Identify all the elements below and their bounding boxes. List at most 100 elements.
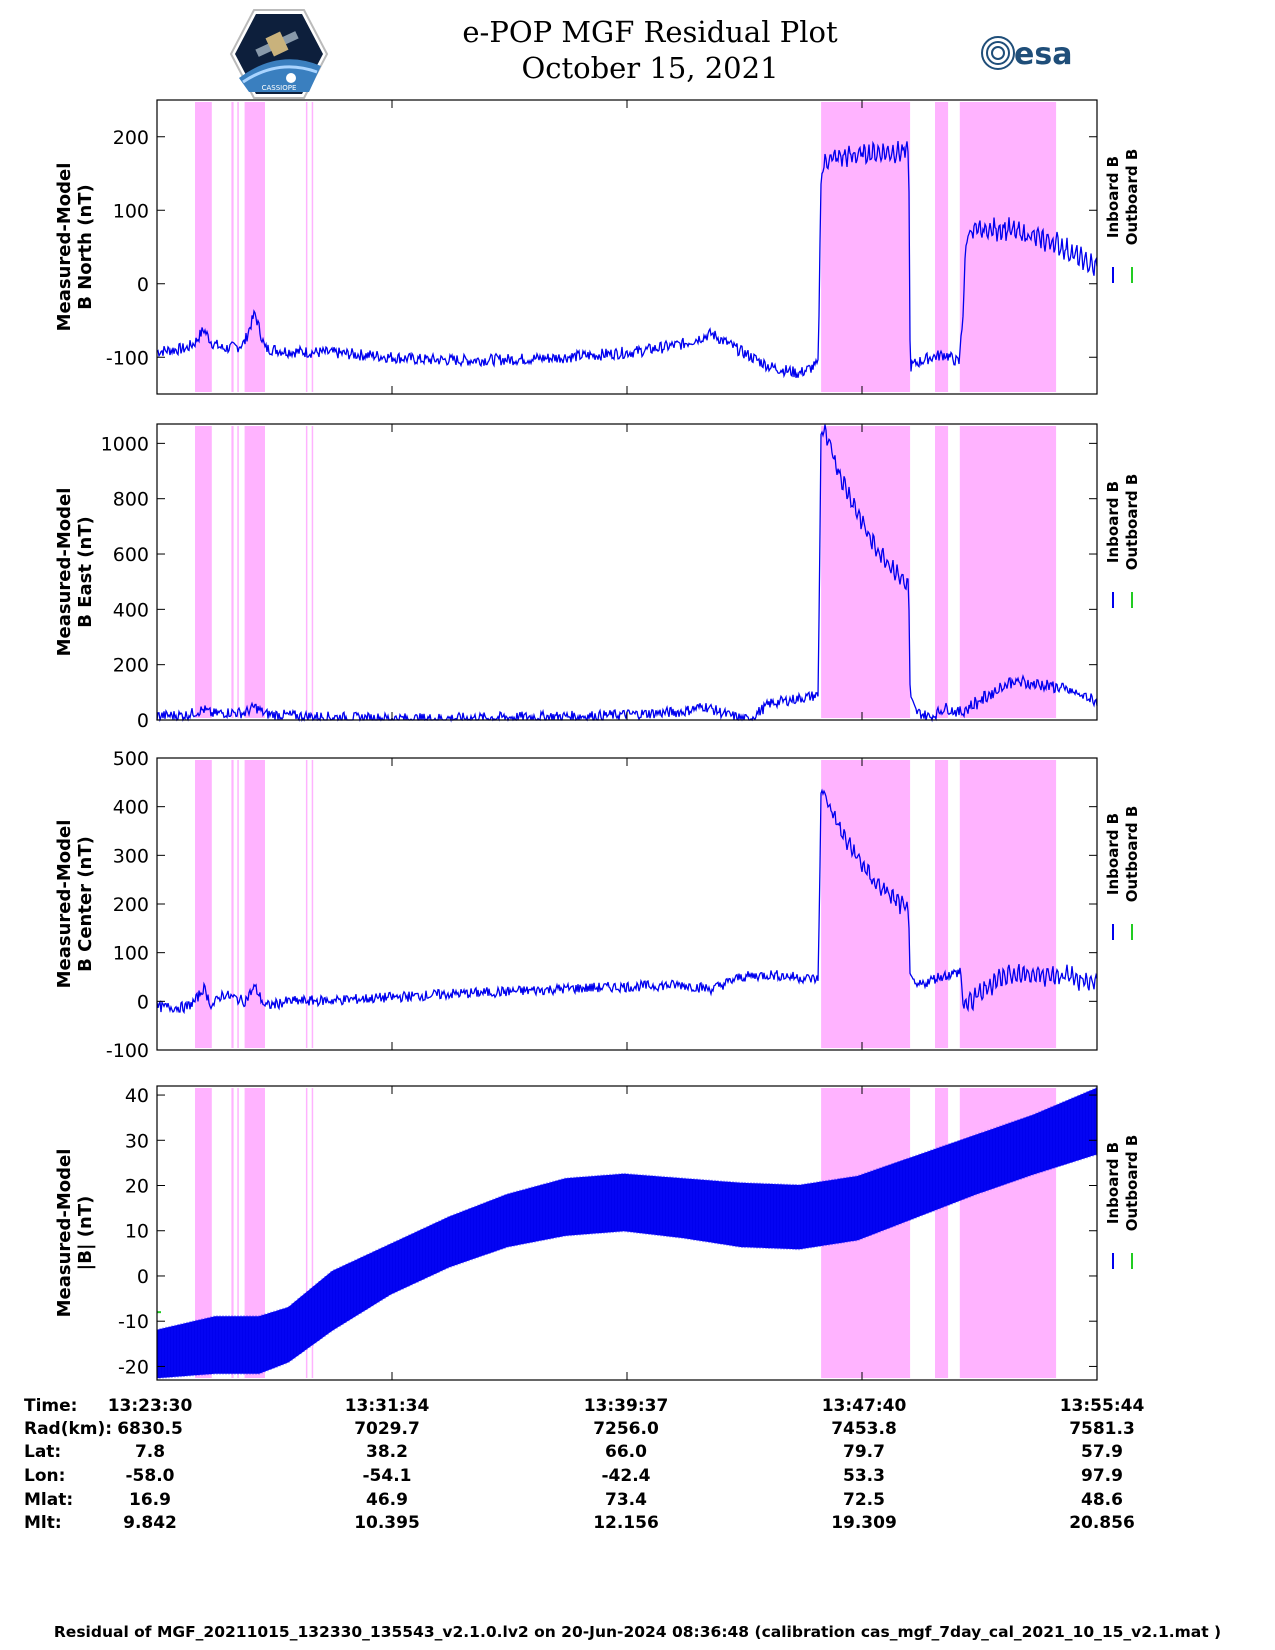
ephemeris-value: 7453.8 [831,1419,897,1439]
ephemeris-row: Mlat: 16.9 46.9 73.4 72.5 48.6 [0,1490,1275,1514]
plot-frame [156,423,1098,721]
y-tick-label: 300 [113,845,149,867]
ephemeris-value: 20.856 [1069,1513,1135,1533]
y-tick-label: 20 [125,1176,149,1198]
ephemeris-value: 97.9 [1081,1466,1123,1486]
ephemeris-value: 16.9 [129,1490,171,1510]
ephemeris-label: Mlt: [24,1513,62,1533]
ephemeris-label: Lat: [24,1442,62,1462]
ephemeris-value: 53.3 [843,1466,885,1486]
y-tick-label: 100 [113,943,149,965]
ephemeris-value: 13:47:40 [821,1396,907,1416]
y-tick-label: 100 [113,200,149,222]
ephemeris-value: 57.9 [1081,1442,1123,1462]
y-tick-label: 200 [113,655,149,677]
legend-outboard-label: Outboard B [1123,1135,1141,1232]
shaded-interval [195,426,212,718]
ephemeris-row: Lat: 7.8 38.2 66.0 79.7 57.9 [0,1442,1275,1466]
y-axis-label: Measured-ModelB East (nT) [54,488,96,657]
esa-logo: esa [981,36,1072,72]
ephemeris-value: 13:31:34 [344,1396,430,1416]
shaded-interval [311,102,314,392]
shaded-interval [244,102,265,392]
shaded-interval [195,760,212,1048]
y-tick-label: 200 [113,127,149,149]
shaded-interval [231,1088,234,1378]
shaded-interval [305,760,308,1048]
shaded-interval [231,760,234,1048]
ephemeris-value: 46.9 [366,1490,408,1510]
y-tick-label: 600 [113,544,149,566]
y-axis-label: Measured-ModelB North (nT) [54,163,96,332]
ephemeris-value: 9.842 [123,1513,177,1533]
series-inboard [156,788,1098,1015]
shaded-interval [935,102,949,392]
ephemeris-row: Time: 13:23:30 13:31:34 13:39:37 13:47:40 13:… [0,1396,1275,1420]
y-tick-label: 400 [113,599,149,621]
legend-inboard-label: Inboard B [1104,481,1122,563]
legend-outboard-label: Outboard B [1123,806,1141,903]
series-inboard [156,140,1098,379]
panel-3: -100 0 100 200 300 400 500 Measured-ModelB Cent… [54,748,1141,1062]
shaded-interval [244,1088,265,1378]
shaded-interval [821,426,911,718]
shaded-interval [231,102,234,392]
y-tick-label: 500 [113,748,149,770]
panel-2: 0 200 400 600 800 1000 Measured-ModelB East (n… [54,423,1141,732]
ephemeris-value: 6830.5 [117,1419,183,1439]
series-inboard-texture [156,1087,1097,1380]
ephemeris-value: -42.4 [601,1466,651,1486]
ephemeris-value: -54.1 [362,1466,412,1486]
logo-text: CASSIOPE [262,84,297,92]
y-tick-label: 0 [137,710,149,732]
ephemeris-value: 48.6 [1081,1490,1123,1510]
shaded-interval [237,1088,239,1378]
shaded-interval [237,760,239,1048]
legend-inboard-label: Inboard B [1104,813,1122,895]
ephemeris-value: 7581.3 [1069,1419,1135,1439]
legend: Inboard BOutboard B [1104,806,1141,940]
plot-frame [156,757,1098,1051]
ephemeris-label: Lon: [24,1466,66,1486]
ephemeris-value: -58.0 [125,1466,175,1486]
legend: Inboard BOutboard B [1104,149,1141,283]
shaded-interval [244,426,265,718]
shaded-interval [195,1088,212,1378]
ephemeris-value: 79.7 [843,1442,885,1462]
ephemeris-value: 66.0 [605,1442,647,1462]
ephemeris-value: 13:23:30 [107,1396,193,1416]
y-tick-label: -10 [118,1311,149,1333]
y-tick-label: 0 [137,274,149,296]
y-tick-label: 400 [113,797,149,819]
y-tick-label: -100 [106,1040,149,1062]
ephemeris-row: Rad(km): 6830.5 7029.7 7256.0 7453.8 7581.3 [0,1419,1275,1443]
y-axis-label: Measured-ModelB Center (nT) [54,820,96,989]
shaded-interval [959,102,1057,392]
ephemeris-row: Lon: -58.0 -54.1 -42.4 53.3 97.9 [0,1466,1275,1490]
ephemeris-value: 7256.0 [593,1419,659,1439]
shaded-interval [231,426,234,718]
shaded-interval [311,1088,314,1378]
legend-text: Inboard BOutboard B [1104,474,1141,571]
shaded-interval [311,760,314,1048]
shaded-interval [195,102,212,392]
ephemeris-value: 38.2 [366,1442,408,1462]
ephemeris-label: Mlat: [24,1490,74,1510]
shaded-interval [305,426,308,718]
shaded-interval [305,102,308,392]
ephemeris-value: 72.5 [843,1490,885,1510]
shaded-interval [821,102,911,392]
ephemeris-value: 73.4 [605,1490,647,1510]
shaded-interval [935,760,949,1048]
ephemeris-value: 19.309 [831,1513,897,1533]
y-tick-label: -100 [106,347,149,369]
legend: Inboard BOutboard B [1104,1135,1141,1269]
ephemeris-value: 7.8 [134,1442,166,1462]
shaded-interval [935,1088,949,1378]
legend-text: Inboard BOutboard B [1104,806,1141,903]
legend-inboard-label: Inboard B [1104,156,1122,238]
legend-inboard-label: Inboard B [1104,1142,1122,1224]
y-axis-label: Measured-Model|B| (nT) [54,1149,96,1318]
cassiope-logo: CASSIOPE [229,9,329,99]
